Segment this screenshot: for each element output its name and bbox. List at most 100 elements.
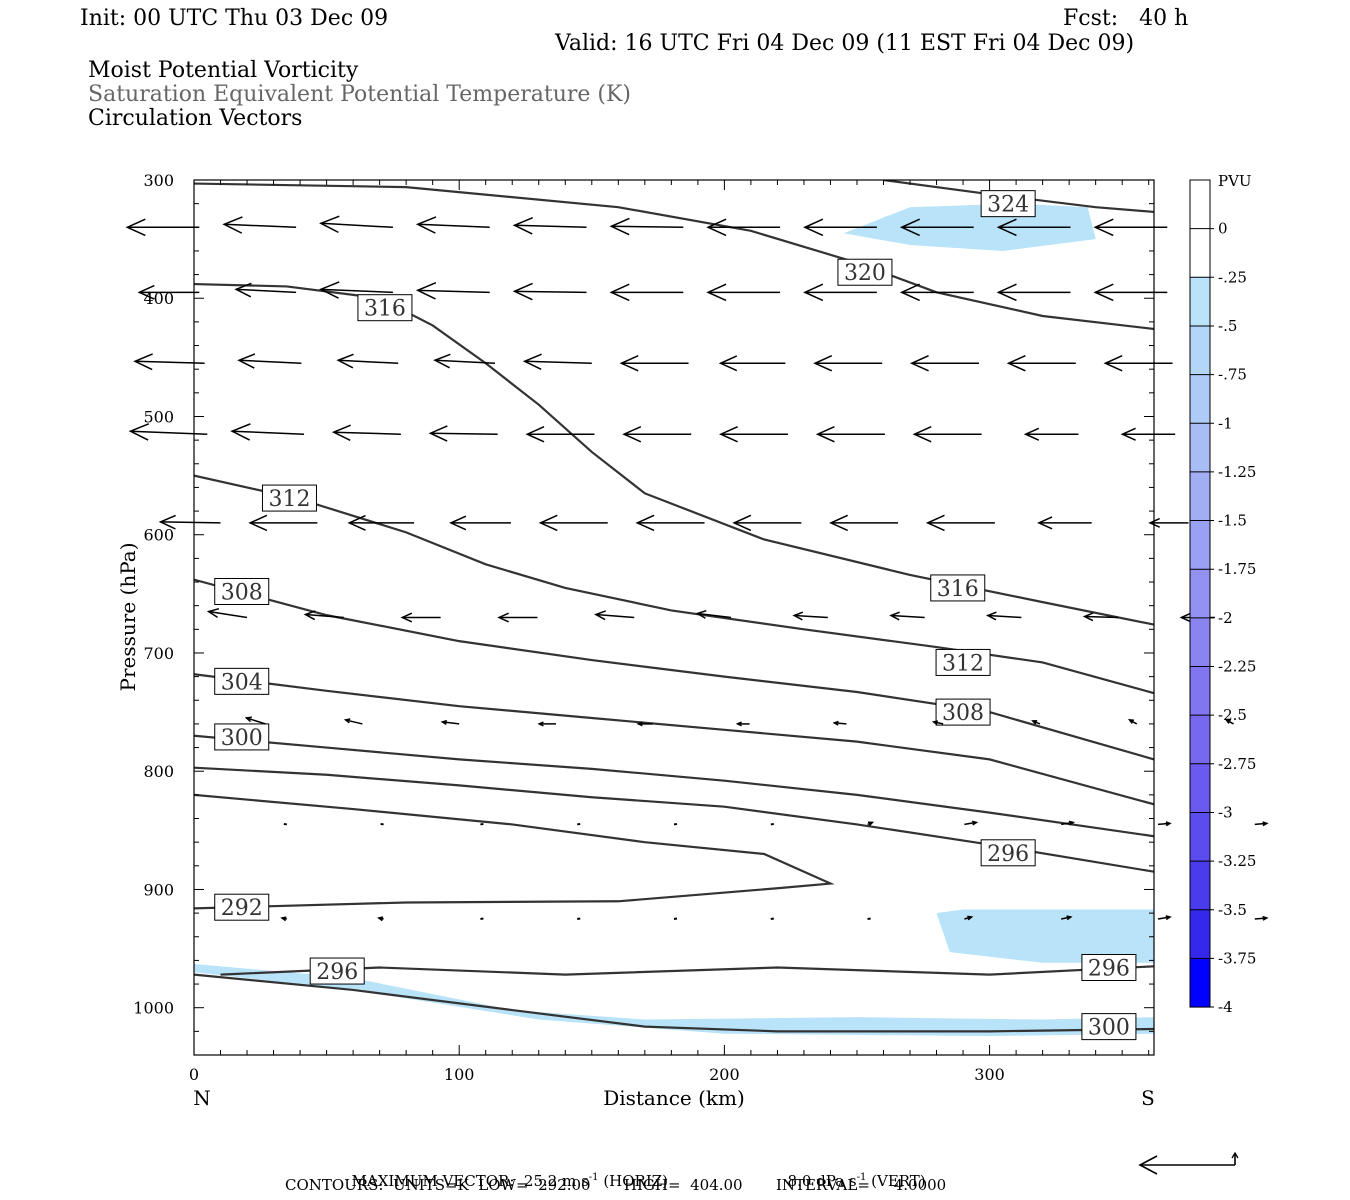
y-tick-label: 1000 (133, 999, 174, 1018)
circulation-vector (234, 282, 297, 298)
circulation-vector (133, 353, 205, 371)
circulation-vector (673, 917, 678, 921)
field-title-vectors: Circulation Vectors (88, 106, 303, 131)
circulation-vector (415, 282, 490, 300)
contour-label: 296 (1088, 957, 1130, 982)
circulation-vector (889, 611, 925, 621)
colorbar-label: -.75 (1218, 366, 1247, 384)
contour-label-box (214, 577, 270, 605)
circulation-vector (537, 721, 556, 727)
circulation-vector (964, 915, 974, 921)
circulation-vector (619, 355, 689, 372)
colorbar-swatch (1190, 666, 1210, 716)
colorbar-swatch (1190, 569, 1210, 619)
circulation-vector (331, 424, 401, 441)
circulation-vector (1031, 720, 1041, 725)
contour-label-box (309, 957, 365, 985)
circulation-vector (400, 612, 441, 623)
contour-label-box (935, 698, 991, 726)
circulation-vector (347, 514, 415, 531)
x-axis-label: Distance (km) (603, 1086, 745, 1110)
circulation-vector (815, 425, 885, 443)
max-vector-horiz: MAXIMUM VECTOR: 25.2 m s (351, 1172, 589, 1190)
circulation-vector (538, 514, 608, 532)
colorbar-swatch (1190, 325, 1210, 376)
colorbar-label: -.25 (1218, 268, 1247, 286)
circulation-vector (867, 917, 871, 921)
colorbar-label: -4 (1218, 998, 1233, 1016)
circulation-vector (415, 216, 490, 234)
theta-e-contour (194, 673, 1154, 806)
circulation-vector (222, 216, 297, 234)
contour-label-box (930, 574, 986, 602)
circulation-vector (899, 218, 974, 237)
circulation-vector (813, 355, 883, 372)
contour-label-box (935, 648, 991, 676)
colorbar-swatch (1190, 715, 1210, 765)
contour-info: CONTOURS: UNITS=K LOW= 292.00 HIGH= 404.… (285, 1176, 947, 1194)
circulation-vector (803, 283, 877, 302)
colorbar-swatch (1190, 277, 1210, 327)
circulation-vector (380, 822, 384, 826)
colorbar-label: -1.75 (1218, 560, 1256, 578)
init-time: Init: 00 UTC Thu 03 Dec 09 (80, 6, 389, 31)
circulation-vector (1061, 915, 1073, 921)
colorbar-label: -3 (1218, 803, 1233, 821)
circulation-vector (248, 514, 318, 532)
circulation-vector (303, 610, 344, 621)
forecast-hour: Fcst: 40 h (1063, 6, 1189, 31)
circulation-vector (1157, 821, 1172, 827)
circulation-vector (319, 215, 393, 234)
circulation-vector (1148, 517, 1189, 528)
circulation-vector (1093, 283, 1168, 302)
colorbar-swatch (1190, 861, 1210, 911)
circulation-vector (433, 353, 496, 369)
circulation-vector (522, 353, 592, 371)
contour-label-box (357, 294, 413, 322)
theta-e-contour (194, 793, 835, 910)
colorbar: 0 -.25 -.5 -.75 -1 -1.25 -1.5 -1.75 -2 -2.25 -2.5 -… (1189, 179, 1256, 1016)
y-tick-label: 600 (143, 526, 174, 545)
contour-label: 296 (987, 842, 1029, 867)
colorbar-label: -1.5 (1218, 512, 1247, 530)
axis-tick-layer: 300 400 500 600 700 800 900 1000 0 100 200 300 (133, 171, 1154, 1084)
max-vector-vert-info: 8.0 dPa s-1 (VERT) (778, 1158, 926, 1189)
pv-fill-layer (194, 203, 1154, 1037)
contour-label: 312 (942, 651, 984, 676)
contour-label-box (261, 484, 317, 512)
circulation-vector (609, 283, 684, 302)
contour-label: 320 (844, 261, 886, 286)
theta-e-contour (883, 180, 1154, 214)
circulation-vector (230, 423, 305, 441)
contour-label-box (1081, 954, 1137, 981)
circulation-vector (577, 822, 581, 826)
circulation-vector (480, 917, 484, 921)
colorbar-title: PVU (1218, 172, 1252, 190)
x-tick-label: 0 (189, 1065, 199, 1084)
colorbar-swatch (1190, 180, 1210, 230)
circulation-vector (237, 353, 302, 369)
circulation-vector (706, 283, 781, 302)
circulation-vector (718, 355, 786, 372)
colorbar-label: -3.5 (1218, 901, 1247, 919)
x-tick-label: 300 (974, 1065, 1005, 1084)
colorbar-label: 0 (1218, 220, 1228, 238)
contour-label: 296 (316, 960, 358, 985)
circulation-vector (695, 610, 732, 619)
pv-region (936, 909, 1154, 963)
circulation-vector (158, 514, 221, 530)
colorbar-swatch (1190, 763, 1210, 813)
x-end-label-left: N (193, 1086, 211, 1110)
y-tick-label: 400 (143, 289, 174, 308)
circulation-vector (636, 721, 653, 727)
circulation-vector (1061, 820, 1075, 826)
field-title-pv: Moist Potential Vorticity (88, 58, 359, 83)
circulation-vector (206, 607, 248, 619)
y-tick-label: 900 (143, 880, 174, 899)
circulation-vector (125, 218, 200, 237)
y-axis-label: Pressure (hPa) (116, 543, 140, 692)
circulation-vector (770, 822, 774, 826)
contour-label-box (214, 723, 270, 751)
circulation-vector (1127, 719, 1138, 725)
